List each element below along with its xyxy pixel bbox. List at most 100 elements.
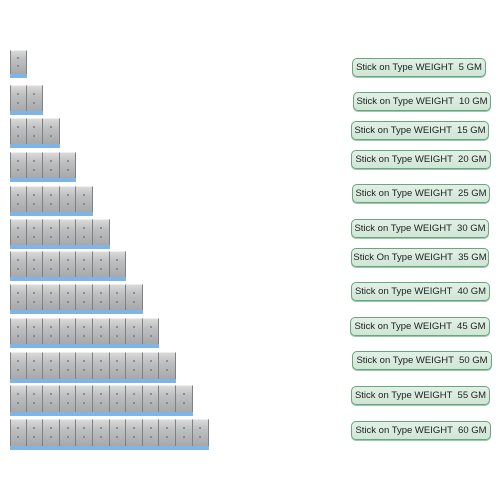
- weight-block: [76, 352, 93, 379]
- weight-block: [10, 284, 27, 310]
- label-30gm: Stick on Type WEIGHT 30 GM: [351, 219, 489, 238]
- weight-block: [126, 352, 143, 379]
- weight-block: [59, 419, 77, 446]
- weight-block: [92, 352, 110, 379]
- adhesive-tape: [10, 379, 176, 383]
- weight-block: [92, 251, 110, 277]
- weight-block: [126, 318, 143, 344]
- adhesive-tape: [10, 74, 27, 78]
- weight-block: [76, 186, 93, 212]
- weight-strip-25gm: [10, 186, 93, 216]
- weight-block: [76, 318, 93, 344]
- weight-block: [126, 419, 143, 446]
- weight-block: [142, 419, 160, 446]
- weight-block: [92, 284, 110, 310]
- weight-block: [76, 419, 93, 446]
- weight-block: [10, 85, 27, 111]
- weight-block: [59, 352, 77, 379]
- label-45gm: Stick on Type WEIGHT 45 GM: [350, 317, 490, 336]
- weight-block: [126, 284, 143, 310]
- label-10gm: Stick on Type WEIGHT 10 GM: [353, 92, 491, 111]
- label-55gm: Stick on Type WEIGHT 55 GM: [351, 386, 490, 405]
- weight-block: [26, 219, 44, 245]
- weight-block: [126, 385, 143, 412]
- adhesive-tape: [10, 178, 77, 182]
- weight-block: [10, 118, 27, 144]
- weight-block: [43, 219, 60, 245]
- weight-strip-45gm: [10, 318, 160, 348]
- weight-block: [76, 219, 93, 245]
- label-35gm: Stick On Type WEIGHT 35 GM: [351, 248, 489, 267]
- weight-block: [159, 419, 176, 446]
- weight-block: [59, 251, 77, 277]
- adhesive-tape: [10, 344, 160, 348]
- weight-block: [43, 352, 60, 379]
- weight-block: [109, 251, 127, 277]
- weight-block: [43, 385, 60, 412]
- weight-block: [109, 318, 127, 344]
- label-20gm: Stick on Type WEIGHT 20 GM: [351, 150, 491, 169]
- weight-block: [109, 352, 127, 379]
- adhesive-tape: [10, 310, 143, 314]
- weight-strip-15gm: [10, 118, 60, 148]
- adhesive-tape: [10, 446, 210, 450]
- weight-block: [59, 318, 77, 344]
- weight-block: [26, 152, 44, 178]
- weight-block: [92, 219, 110, 245]
- weight-block: [109, 419, 127, 446]
- weight-block: [59, 219, 77, 245]
- weight-block: [92, 318, 110, 344]
- weight-block: [76, 251, 93, 277]
- weight-block: [10, 152, 27, 178]
- weight-block: [109, 284, 127, 310]
- label-50gm: Stick on Type WEIGHT 50 GM: [352, 351, 492, 370]
- weight-block: [59, 186, 77, 212]
- weight-block: [43, 419, 60, 446]
- weight-block: [10, 50, 27, 74]
- weight-block: [109, 385, 127, 412]
- weight-block: [26, 318, 44, 344]
- weight-block: [175, 419, 193, 446]
- weight-block: [43, 284, 60, 310]
- weight-strip-5gm: [10, 50, 27, 78]
- weight-block: [92, 385, 110, 412]
- weight-block: [159, 385, 176, 412]
- label-5gm: Stick on Type WEIGHT 5 GM: [352, 58, 486, 77]
- weight-block: [26, 186, 44, 212]
- weight-block: [59, 152, 77, 178]
- weight-block: [175, 385, 193, 412]
- weight-block: [10, 352, 27, 379]
- weight-strip-35gm: [10, 251, 127, 281]
- weight-block: [10, 318, 27, 344]
- weight-block: [26, 85, 44, 111]
- weight-block: [10, 219, 27, 245]
- adhesive-tape: [10, 144, 60, 148]
- weight-block: [26, 385, 44, 412]
- label-60gm: Stick on Type WEIGHT 60 GM: [351, 421, 491, 440]
- weight-block: [26, 251, 44, 277]
- weight-block: [142, 385, 160, 412]
- weight-block: [43, 251, 60, 277]
- weight-strip-55gm: [10, 385, 193, 416]
- weight-block: [59, 385, 77, 412]
- weight-strip-10gm: [10, 85, 44, 115]
- weight-block: [192, 419, 210, 446]
- weight-strip-60gm: [10, 419, 210, 450]
- weight-block: [10, 419, 27, 446]
- weight-block: [10, 186, 27, 212]
- weight-block: [43, 186, 60, 212]
- adhesive-tape: [10, 245, 110, 249]
- weight-strip-20gm: [10, 152, 77, 182]
- adhesive-tape: [10, 212, 93, 216]
- adhesive-tape: [10, 277, 127, 281]
- weight-block: [92, 419, 110, 446]
- label-15gm: Stick on Type WEIGHT 15 GM: [351, 121, 489, 140]
- weight-strip-40gm: [10, 284, 143, 314]
- weight-block: [10, 385, 27, 412]
- adhesive-tape: [10, 412, 193, 416]
- weight-block: [43, 318, 60, 344]
- weight-block: [142, 318, 160, 344]
- weight-block: [26, 352, 44, 379]
- weight-block: [26, 419, 44, 446]
